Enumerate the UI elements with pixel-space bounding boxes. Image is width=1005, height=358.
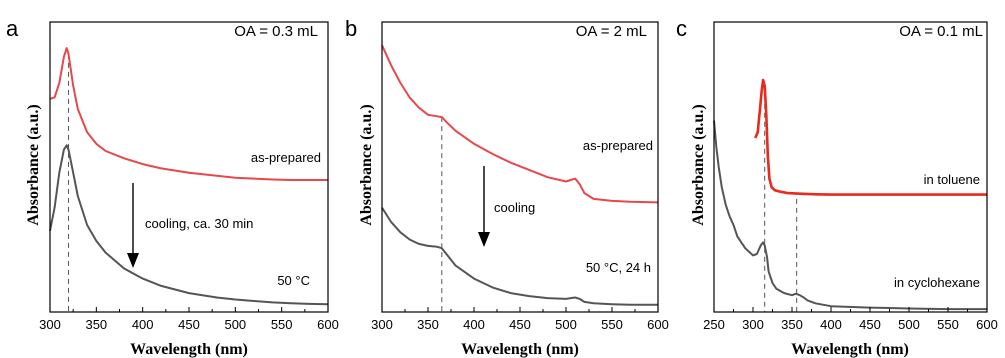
annotation-as-prepared: as-prepared <box>583 138 653 153</box>
panel-label: b <box>345 16 357 41</box>
annotation-cooling: cooling, ca. 30 min <box>145 216 253 231</box>
x-tick-label: 550 <box>601 317 623 332</box>
x-tick-label: 300 <box>742 317 764 332</box>
x-tick-label: 250 <box>703 317 725 332</box>
annotation-in-toluene: in toluene <box>924 172 980 187</box>
x-tick-label: 300 <box>371 317 393 332</box>
series-line-in-toluene <box>754 78 987 196</box>
x-tick-label: 400 <box>820 317 842 332</box>
panel-a: a OA = 0.3 mL Absorbance (a.u.) Waveleng… <box>6 16 339 358</box>
cooling-arrow <box>127 183 139 268</box>
x-axis-label: Wavelength (nm) <box>130 341 248 358</box>
plot-frame <box>381 21 659 313</box>
series-line-50-c-24-h <box>381 207 658 306</box>
x-tick-label: 600 <box>317 317 339 332</box>
x-tick-label: 400 <box>463 317 485 332</box>
panel-label: a <box>6 16 19 41</box>
panel-title: OA = 2 mL <box>576 23 647 40</box>
panel-title: OA = 0.3 mL <box>234 23 318 40</box>
x-tick-label: 300 <box>39 317 61 332</box>
x-tick-label: 400 <box>132 317 154 332</box>
y-axis-label: Absorbance (a.u.) <box>690 104 707 225</box>
panel-title: OA = 0.1 mL <box>899 23 983 40</box>
annotation-cooling: cooling <box>494 200 535 215</box>
x-tick-label: 350 <box>85 317 107 332</box>
x-tick-label: 500 <box>555 317 577 332</box>
x-tick-label: 500 <box>224 317 246 332</box>
x-axis-label: Wavelength (nm) <box>461 341 579 358</box>
y-axis-label: Absorbance (a.u.) <box>25 104 42 225</box>
plot-frame <box>713 21 988 313</box>
series-line-as-prepared <box>381 44 659 204</box>
cooling-arrow <box>478 166 490 247</box>
panel-b: b OA = 2 mL Absorbance (a.u.) Wavelength… <box>345 16 669 358</box>
series-line-as-prepared <box>49 47 328 181</box>
x-tick-label: 450 <box>178 317 200 332</box>
x-tick-label: 600 <box>647 317 669 332</box>
x-tick-label: 550 <box>937 317 959 332</box>
panel-c: c OA = 0.1 mL Absorbance (a.u.) Waveleng… <box>676 16 998 358</box>
y-axis-label: Absorbance (a.u.) <box>358 104 375 225</box>
x-tick-label: 450 <box>859 317 881 332</box>
annotation-50c-24h: 50 °C, 24 h <box>586 260 651 275</box>
x-tick-label: 600 <box>976 317 998 332</box>
series-line-50-c <box>49 144 329 306</box>
x-tick-label: 350 <box>781 317 803 332</box>
annotation-as-prepared: as-prepared <box>251 150 321 165</box>
series-line-in-cyclohexane <box>713 120 987 311</box>
x-tick-label: 450 <box>509 317 531 332</box>
plot-frame <box>49 21 329 313</box>
panel-label: c <box>676 16 687 41</box>
x-tick-label: 350 <box>417 317 439 332</box>
annotation-in-cyclohexane: in cyclohexane <box>894 275 980 290</box>
x-axis-label: Wavelength (nm) <box>791 341 909 358</box>
x-tick-label: 550 <box>271 317 293 332</box>
annotation-50c: 50 °C <box>277 273 310 288</box>
x-tick-label: 500 <box>898 317 920 332</box>
